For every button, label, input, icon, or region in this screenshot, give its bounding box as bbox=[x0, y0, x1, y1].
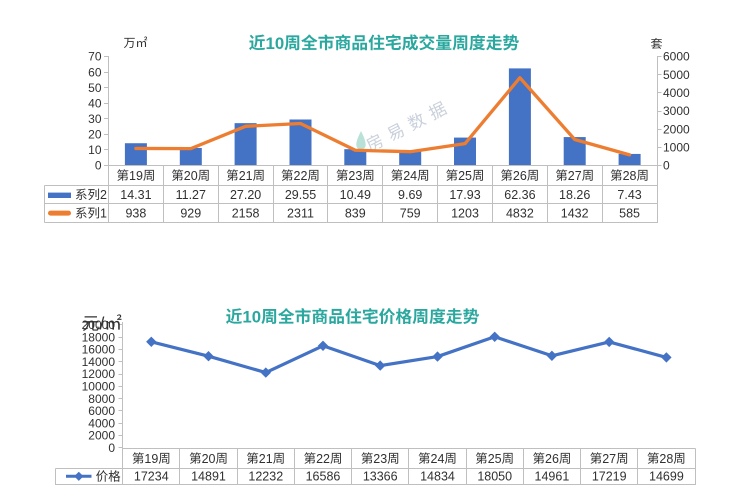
svg-text:70: 70 bbox=[88, 50, 102, 64]
svg-text:17219: 17219 bbox=[592, 470, 627, 484]
svg-text:21: 21 bbox=[259, 452, 273, 466]
svg-text:759: 759 bbox=[400, 206, 421, 220]
svg-text:6000: 6000 bbox=[663, 50, 690, 64]
svg-text:22: 22 bbox=[294, 169, 308, 183]
svg-text:14834: 14834 bbox=[420, 470, 455, 484]
svg-text:11.27: 11.27 bbox=[176, 188, 206, 202]
svg-text:7.43: 7.43 bbox=[617, 188, 641, 202]
svg-text:60: 60 bbox=[88, 65, 102, 79]
svg-text:839: 839 bbox=[345, 206, 366, 220]
svg-text:10: 10 bbox=[242, 308, 261, 327]
svg-text:14961: 14961 bbox=[535, 470, 570, 484]
svg-text:16000: 16000 bbox=[82, 343, 116, 357]
svg-text:10000: 10000 bbox=[82, 380, 116, 394]
svg-text:16586: 16586 bbox=[306, 470, 341, 484]
svg-text:4000: 4000 bbox=[663, 86, 690, 100]
svg-text:2000: 2000 bbox=[88, 429, 115, 443]
svg-text:9.69: 9.69 bbox=[398, 188, 422, 202]
svg-text:27: 27 bbox=[568, 169, 582, 183]
svg-text:28: 28 bbox=[623, 169, 637, 183]
svg-text:30: 30 bbox=[88, 112, 102, 126]
svg-text:3000: 3000 bbox=[663, 104, 690, 118]
svg-text:18050: 18050 bbox=[477, 470, 512, 484]
svg-text:585: 585 bbox=[619, 206, 640, 220]
svg-text:2: 2 bbox=[100, 188, 107, 202]
svg-text:1203: 1203 bbox=[451, 206, 479, 220]
svg-text:938: 938 bbox=[125, 206, 146, 220]
svg-text:29.55: 29.55 bbox=[285, 188, 316, 202]
svg-text:2158: 2158 bbox=[232, 206, 260, 220]
svg-text:27: 27 bbox=[602, 452, 616, 466]
svg-text:25: 25 bbox=[488, 452, 502, 466]
svg-text:25: 25 bbox=[458, 169, 472, 183]
svg-text:19: 19 bbox=[129, 169, 143, 183]
svg-text:20: 20 bbox=[184, 169, 198, 183]
svg-text:1000: 1000 bbox=[663, 141, 690, 155]
svg-text:20000: 20000 bbox=[82, 318, 116, 332]
svg-text:4000: 4000 bbox=[88, 416, 115, 430]
svg-text:0: 0 bbox=[95, 159, 102, 173]
svg-text:929: 929 bbox=[180, 206, 201, 220]
svg-text:27.20: 27.20 bbox=[230, 188, 261, 202]
svg-text:8000: 8000 bbox=[88, 392, 115, 406]
svg-text:0: 0 bbox=[108, 441, 115, 455]
svg-text:26: 26 bbox=[545, 452, 559, 466]
svg-text:28: 28 bbox=[659, 452, 673, 466]
svg-text:10: 10 bbox=[266, 34, 285, 53]
svg-text:40: 40 bbox=[88, 96, 102, 110]
svg-text:14.31: 14.31 bbox=[120, 188, 151, 202]
svg-text:19: 19 bbox=[144, 452, 158, 466]
svg-text:12000: 12000 bbox=[82, 367, 116, 381]
svg-text:26: 26 bbox=[513, 169, 527, 183]
svg-text:2000: 2000 bbox=[663, 122, 690, 136]
svg-text:14891: 14891 bbox=[191, 470, 226, 484]
svg-text:20: 20 bbox=[88, 128, 102, 142]
svg-text:0: 0 bbox=[663, 159, 670, 173]
svg-text:4832: 4832 bbox=[506, 206, 534, 220]
svg-text:10: 10 bbox=[88, 143, 102, 157]
svg-text:22: 22 bbox=[316, 452, 330, 466]
svg-text:21: 21 bbox=[239, 169, 253, 183]
svg-text:23: 23 bbox=[348, 169, 362, 183]
svg-text:17234: 17234 bbox=[134, 470, 169, 484]
svg-text:2311: 2311 bbox=[287, 206, 314, 220]
svg-text:1432: 1432 bbox=[561, 206, 589, 220]
svg-text:14699: 14699 bbox=[649, 470, 684, 484]
svg-text:24: 24 bbox=[431, 452, 445, 466]
svg-text:5000: 5000 bbox=[663, 68, 690, 82]
svg-text:24: 24 bbox=[403, 169, 417, 183]
svg-text:13366: 13366 bbox=[363, 470, 398, 484]
svg-text:62.36: 62.36 bbox=[504, 188, 535, 202]
svg-text:50: 50 bbox=[88, 81, 102, 95]
svg-text:18.26: 18.26 bbox=[559, 188, 590, 202]
svg-text:12232: 12232 bbox=[248, 470, 283, 484]
svg-text:17.93: 17.93 bbox=[449, 188, 480, 202]
svg-text:14000: 14000 bbox=[82, 355, 116, 369]
svg-text:23: 23 bbox=[373, 452, 387, 466]
svg-text:/: / bbox=[100, 314, 105, 334]
svg-text:18000: 18000 bbox=[82, 330, 116, 344]
svg-text:20: 20 bbox=[202, 452, 216, 466]
svg-text:1: 1 bbox=[100, 207, 107, 221]
svg-text:10.49: 10.49 bbox=[340, 188, 371, 202]
svg-text:6000: 6000 bbox=[88, 404, 115, 418]
